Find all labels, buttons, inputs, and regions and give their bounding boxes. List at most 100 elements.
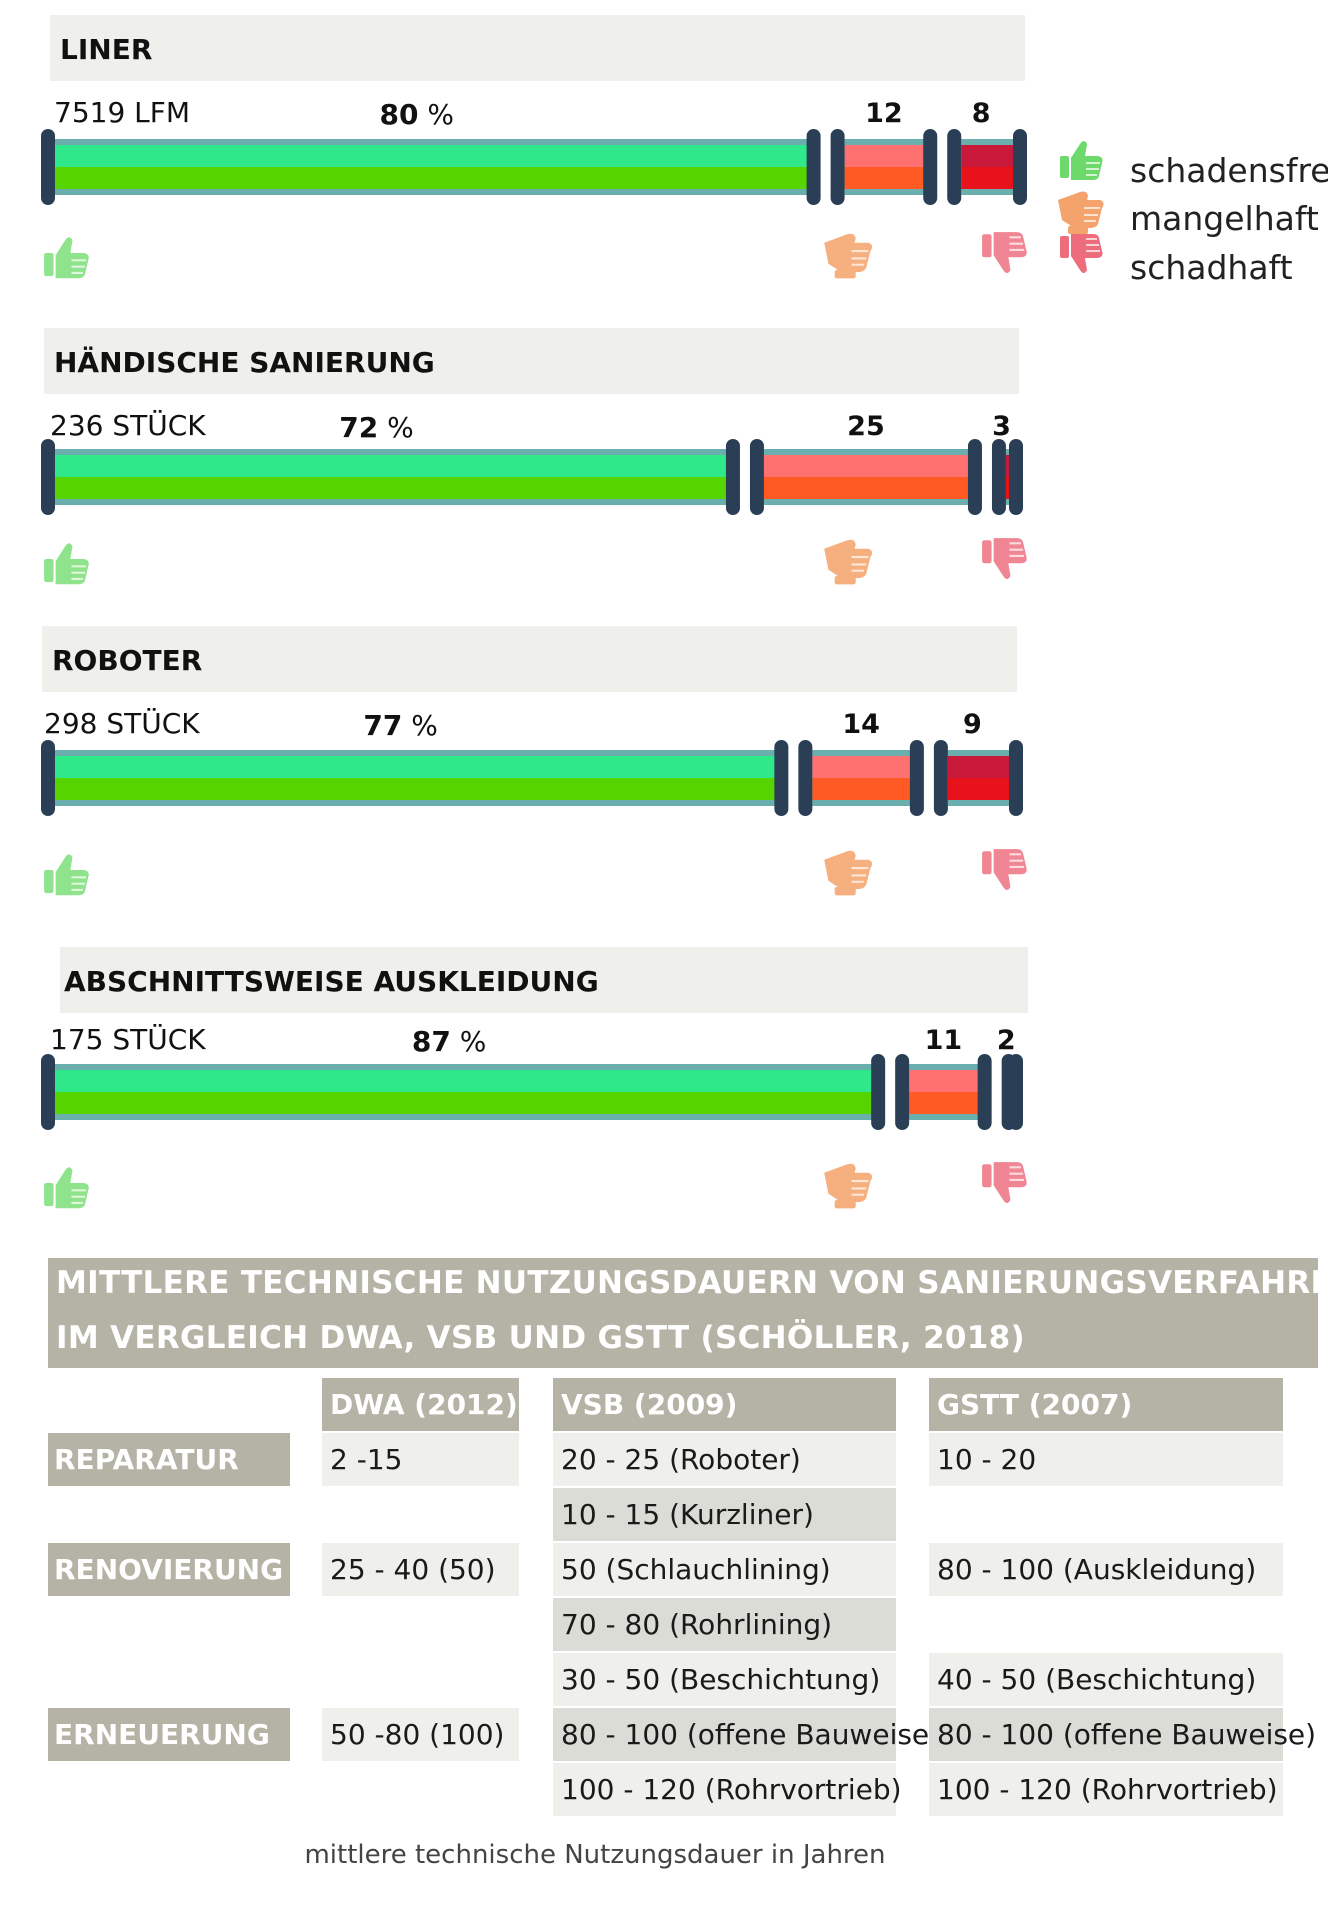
legend-thumbs-sideways-icon-cuff (1068, 226, 1088, 234)
vsb-cell-5: 30 - 50 (Beschichtung) (553, 1653, 896, 1706)
legend-label-good: schadensfrei (1130, 151, 1328, 190)
chart-2-pipe-cap-2 (725, 439, 740, 515)
chart-2-bad-icon-hand (993, 538, 1027, 580)
chart-2-segment-good (55, 455, 733, 477)
chart-4-good-icon-hand (55, 1167, 89, 1209)
chart-3-good-icon (44, 854, 89, 896)
gstt-cell-4: 80 - 100 (offene Bauweise) (929, 1708, 1316, 1761)
chart-2-percent-unit: % (378, 411, 414, 444)
chart-1-percent-unit: % (418, 98, 455, 131)
chart-3-bad-icon (982, 849, 1027, 891)
chart-3-bad-icon-cuff (982, 851, 992, 875)
chart-2-pipe-cap-3 (749, 439, 764, 515)
chart-4-bad-icon-lines (1009, 1166, 1025, 1181)
chart-3-segment-bad (947, 756, 1009, 778)
chart-4-good-icon-lines (71, 1189, 87, 1204)
chart-3-bad-icon-hand (993, 849, 1027, 891)
chart-2-segment-medium (763, 455, 975, 477)
chart-1-bad-label: 8 (971, 98, 991, 129)
chart-4-medium-label: 11 (924, 1025, 963, 1056)
chart-2-percent-value: 72 (339, 411, 379, 444)
chart-3-header-band (42, 626, 1017, 692)
chart-1-bad-icon-lines (1009, 236, 1025, 251)
chart-3-pipe-cap-4 (909, 740, 924, 816)
chart-3-good-icon-hand (55, 854, 89, 896)
dwa-renovierung-cell: 25 - 40 (50) (322, 1543, 519, 1596)
vsb-cell-6: 80 - 100 (offene Bauweise) (553, 1708, 940, 1761)
legend-thumbs-up-icon-lines (1086, 162, 1100, 176)
chart-4-medium-icon-lines (851, 1180, 869, 1196)
row-label-erneuerung: ERNEUERUNG (48, 1708, 290, 1761)
chart-2-medium-icon-cuff (834, 576, 856, 585)
chart-4-segment-medium-lower (909, 1092, 985, 1114)
chart-1-good-icon-hand (55, 237, 89, 279)
legend-thumbs-up-icon-hand (1071, 141, 1103, 180)
chart-3-percent-value: 77 (363, 709, 403, 742)
chart-4-pipe-cap-2 (871, 1054, 886, 1130)
chart-4-bad-label: 2 (996, 1025, 1016, 1056)
chart-1-count-label: 7519 LFM (54, 96, 191, 129)
column-header-dwa: DWA (2012) (322, 1378, 519, 1431)
chart-4-bad-icon-cuff (982, 1164, 992, 1188)
legend-thumbs-up-icon (1060, 141, 1103, 180)
chart-1-bad-icon-cuff (982, 234, 992, 258)
chart-4-pipe-cap-6 (1009, 1054, 1023, 1130)
chart-1-medium-icon (824, 233, 873, 279)
chart-1-pipe-cap-3 (830, 129, 845, 205)
chart-2-pipe-cap-5 (991, 439, 1006, 515)
row-label-reparatur: REPARATUR (48, 1433, 290, 1486)
chart-1-segment-bad-lower (961, 167, 1013, 189)
gstt-cell-1: 10 - 20 (929, 1433, 1283, 1486)
chart-1-segment-medium (844, 145, 931, 167)
chart-2-header-band (44, 328, 1019, 394)
chart-2-medium-icon (824, 539, 873, 585)
chart-3-medium-icon-lines (851, 867, 869, 883)
column-header-gstt: GSTT (2007) (929, 1378, 1283, 1431)
chart-2-count-label: 236 STÜCK (50, 409, 206, 442)
chart-1-bad-icon-hand (993, 232, 1027, 274)
table-title-line-2: IM VERGLEICH DWA, VSB UND GSTT (SCHÖLLER… (56, 1320, 1026, 1356)
chart-1-pipe-cap-1 (41, 129, 55, 205)
vsb-cell-1: 20 - 25 (Roboter) (553, 1433, 896, 1486)
gstt-cell-3: 40 - 50 (Beschichtung) (929, 1653, 1283, 1706)
chart-2-pipe-cap-1 (41, 439, 55, 515)
chart-4-segment-medium (909, 1070, 985, 1092)
chart-4-good-icon (44, 1167, 89, 1209)
chart-4-pipe-cap-3 (895, 1054, 910, 1130)
legend-bad-icon (1060, 234, 1103, 273)
chart-2-pipe-cap-6 (1009, 439, 1023, 515)
chart-2-pipe-cap-4 (967, 439, 982, 515)
chart-3-medium-label: 14 (842, 709, 880, 740)
chart-3-segment-good-lower (55, 778, 782, 800)
chart-3-count-label: 298 STÜCK (44, 707, 200, 740)
chart-4-header-band (60, 947, 1028, 1013)
chart-3-medium-icon (824, 850, 873, 896)
chart-1-pipe-cap-4 (923, 129, 938, 205)
chart-2-good-icon (44, 543, 89, 585)
gstt-cell-2: 80 - 100 (Auskleidung) (929, 1543, 1283, 1596)
chart-3-segment-good (55, 756, 782, 778)
legend-medium-icon (1058, 191, 1104, 234)
table-title-band (48, 1258, 1318, 1368)
chart-1-segment-medium-lower (844, 167, 931, 189)
chart-3-segment-medium-lower (812, 778, 917, 800)
chart-2-good-icon-lines (71, 565, 87, 580)
legend-thumbs-down-icon-lines (1086, 238, 1100, 252)
chart-1-good-icon (44, 237, 89, 279)
chart-1-segment-good-lower (55, 167, 814, 189)
chart-2-medium-label: 25 (847, 411, 885, 442)
dwa-erneuerung-cell: 50 -80 (100) (322, 1708, 519, 1761)
charts-area: LINER 7519 LFM 80 % 12 8 HÄNDISCHE SANIERUNG 2… (41, 15, 1028, 1209)
chart-3-medium-icon-cuff (834, 887, 856, 896)
chart-4-medium-icon-cuff (834, 1200, 856, 1209)
chart-1-segment-bad (961, 145, 1013, 167)
row-label-renovierung: RENOVIERUNG (48, 1543, 290, 1596)
vsb-cell-3: 50 (Schlauchlining) (553, 1543, 896, 1596)
chart-2-good-icon-hand (55, 543, 89, 585)
chart-3-bad-label: 9 (963, 709, 982, 740)
chart-2-segment-good-lower (55, 477, 733, 499)
chart-4-count-label: 175 STÜCK (50, 1023, 206, 1056)
legend-thumbs-down-icon-hand (1071, 234, 1103, 273)
chart-2-percent-label: 72 % (339, 411, 413, 444)
legend-thumbs-up-icon-cuff (1060, 156, 1069, 178)
